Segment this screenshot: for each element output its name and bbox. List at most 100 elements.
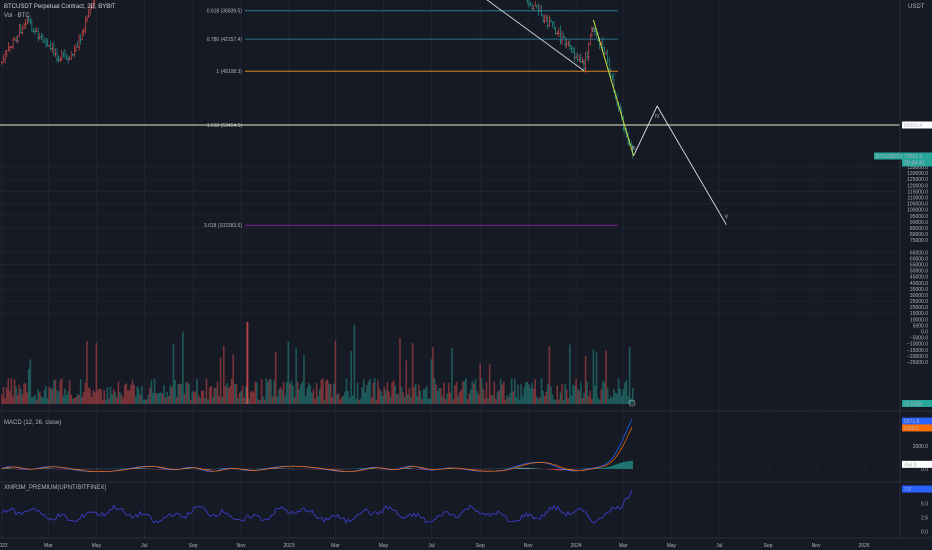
volume-bar [385,390,387,404]
volume-bar [229,386,231,404]
candle-body [576,59,579,60]
volume-bar [100,389,102,404]
volume-bar [550,386,552,404]
macd-histogram-bar [515,467,517,469]
candle-body [60,58,63,60]
volume-bar [274,352,277,404]
currency-label[interactable]: USDT [908,4,925,10]
volume-bar [562,399,565,404]
grid-lines [0,0,900,538]
macd-label[interactable]: MACD (12, 26, close) [4,420,62,426]
volume-bar [517,384,519,404]
candle-body [624,129,626,130]
volume-bar [189,399,192,404]
volume-bar [430,359,433,404]
candle-body [603,53,606,55]
volume-bar [59,380,62,404]
volume-bar [160,392,162,404]
candle-body [529,5,532,6]
macd-histogram-bar [569,468,571,470]
macd-histogram-bar [125,468,127,469]
premium-label[interactable]: XMR3M_PREMIUM(UPNT/BITFINEX) [4,485,107,491]
volume-bar [449,392,452,404]
volume-bar [87,387,90,404]
volume-bar [279,387,282,404]
volume-bar [622,389,625,404]
volume-bar [394,385,397,404]
volume-bar [322,378,324,404]
volume-bar [13,379,16,404]
candle-body [536,6,538,8]
volume-bar [34,394,36,404]
volume-bar [292,385,294,404]
time-tick-label: Jul [141,543,147,549]
time-tick-label: Nov [237,543,246,549]
candle-body [12,46,14,48]
volume-bar [235,384,238,404]
candle-body [532,8,535,10]
volume-bar [587,396,590,404]
volume-bar [380,390,382,404]
volume-bar [183,393,186,404]
price-tick-label: 100000.0 [907,208,928,214]
candle-body [547,25,549,27]
candle-body [94,3,96,5]
volume-bar [178,383,181,404]
candle-body [564,44,566,46]
candle-body [616,104,618,106]
volume-bar [105,399,107,404]
volume-bar [158,393,161,404]
time-axis[interactable]: 2022 Mar May Jul Sep Nov 2023 Mar May Jul Sep Nov 20… [0,543,870,549]
volume-bar [238,392,241,404]
volume-bar [606,387,609,404]
volume-bar [342,395,345,404]
volume-bar [31,397,33,404]
volume-bar [230,378,233,404]
macd-histogram-bar [79,468,81,470]
volume-bar [136,386,139,404]
candle-body [67,58,69,60]
volume-bar [350,350,353,404]
volume-bar [116,397,118,404]
volume-bar [331,397,334,404]
candle-body [572,52,574,53]
candle-body [570,48,573,50]
volume-bar [213,387,216,404]
volume-bar [405,360,408,404]
volume-bar [73,397,76,404]
symbol-title[interactable]: BTCUSDT Perpetual Contract, 2D, BYBIT [4,4,116,10]
macd-histogram-bar [65,468,67,470]
price-axis[interactable]: 140000.0135000.0130000.0125000.0120000.0… [874,121,932,536]
volume-bar [469,389,472,404]
volume-bar [526,381,529,404]
candle-body [16,40,19,41]
volume-bar [60,378,63,404]
volume-bar [27,368,30,404]
volume-bar [312,389,315,404]
macd-histogram-bar [335,468,337,470]
candle-body [21,32,24,33]
candle-body [81,39,84,41]
time-tick-label: Mar [331,543,340,549]
volume-bar [561,384,563,404]
time-tick-label: Sep [476,543,485,549]
candle-body [630,145,632,147]
candle-body [556,33,559,35]
volume-bar [513,378,516,404]
volume-bar [186,382,189,404]
volume-bar [307,383,310,404]
volume-bar [411,343,414,404]
candle-body [545,17,548,18]
volume-bar [553,399,555,404]
price-tick-label: 105000.0 [907,202,928,208]
fib-label: 3.618 (102283.6) [204,223,242,229]
volume-bar [237,397,239,404]
macd-histogram-bar [383,468,385,470]
volume-label[interactable]: Vol · BTC [4,13,30,19]
volume-bar [356,383,359,404]
candle-body [65,58,68,60]
volume-bar [466,399,469,404]
candle-body [51,48,54,49]
